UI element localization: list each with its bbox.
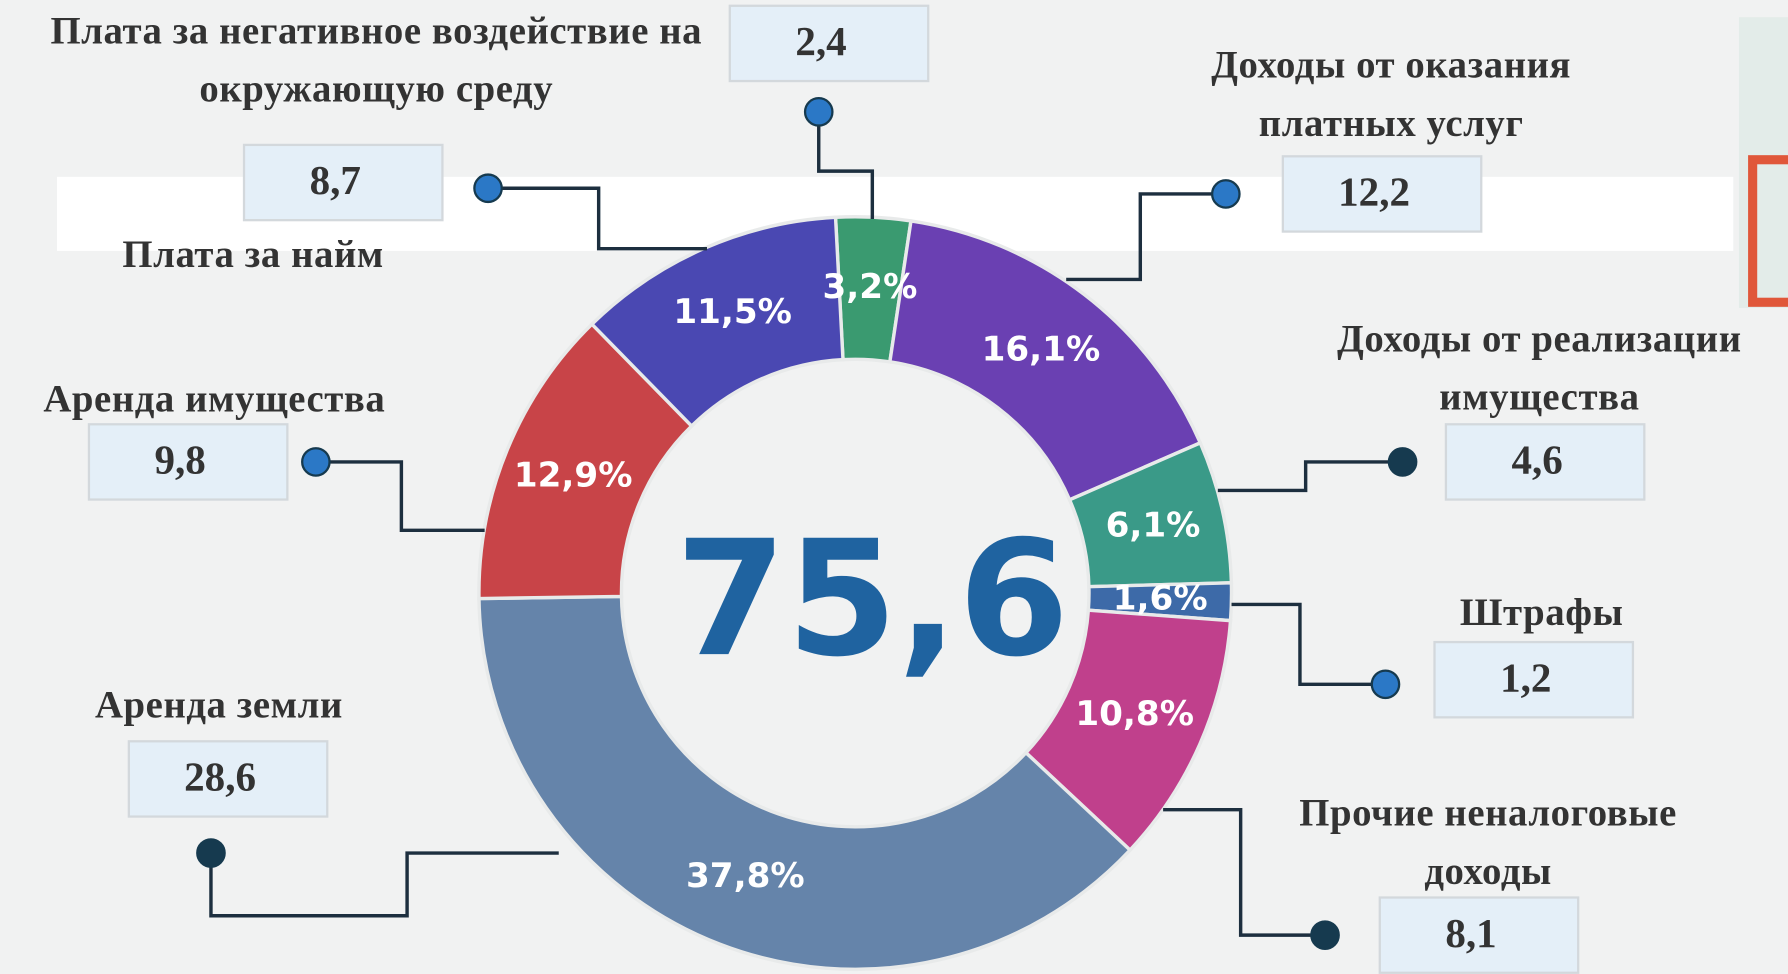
percent-label: 10,8% [1075, 694, 1194, 734]
percent-label: 1,6% [1113, 579, 1208, 619]
amount-label: 4,6 [1511, 437, 1562, 483]
connector-dot [1211, 179, 1241, 209]
amount-label: 28,6 [184, 754, 256, 800]
amount-box [1378, 896, 1580, 974]
decoration [1748, 155, 1788, 307]
connector-dot [1310, 920, 1340, 950]
category-label: Плата за негативное воздействие на окруж… [50, 10, 703, 111]
connector [817, 111, 875, 220]
category-name: Аренда имущества [43, 378, 386, 421]
category-name: Плата за найм [122, 233, 384, 277]
category-name: Плата за негативное воздействие на окруж… [50, 10, 703, 111]
amount-box [87, 423, 289, 501]
category-label: Штрафы [1459, 591, 1624, 635]
connector-dot [1387, 447, 1418, 477]
category-name: Доходы от оказания платных услуг [1211, 44, 1572, 145]
connector-dot [301, 447, 331, 477]
amount-label: 8,1 [1445, 910, 1496, 956]
amount-label: 9,8 [155, 437, 206, 483]
amount-label: 8,7 [310, 157, 361, 203]
slice [477, 594, 1133, 972]
category-label: Доходы от реализации имущества [1337, 318, 1742, 419]
amount-box [242, 143, 444, 222]
amount-box [127, 740, 329, 818]
amount-box [1281, 155, 1483, 233]
category-name: Прочие неналоговые доходы [1299, 792, 1677, 893]
slice [589, 215, 845, 429]
category-name: Штрафы [1459, 591, 1624, 635]
amount-label: 12,2 [1338, 169, 1410, 215]
connector [209, 851, 559, 918]
category-name: Доходы от реализации имущества [1337, 318, 1742, 419]
percent-label: 12,9% [514, 455, 633, 495]
category-label: Плата за найм [122, 233, 384, 277]
total: 75,6 [675, 506, 1069, 692]
connector [1163, 807, 1326, 937]
category-name: Аренда земли [94, 684, 343, 727]
category-label: Доходы от оказания платных услуг [1211, 44, 1572, 145]
connector-dot [803, 97, 834, 127]
amount-label: 1,2 [1500, 654, 1551, 700]
amount-label: 2,4 [795, 18, 846, 64]
category-label: Аренда имущества [43, 378, 386, 421]
percent-label: 11,5% [673, 292, 792, 332]
slice [887, 218, 1203, 503]
connector [1217, 460, 1403, 493]
connector [315, 460, 485, 533]
connector [488, 186, 707, 251]
connector [1066, 192, 1226, 282]
percent-label: 6,1% [1106, 505, 1201, 545]
category-label: Аренда земли [94, 684, 343, 727]
amount-box [728, 4, 930, 83]
connector-dot [196, 838, 226, 868]
connector [1231, 602, 1386, 686]
connector-dot [1370, 669, 1401, 700]
connector-dot [473, 173, 503, 204]
category-label: Прочие неналоговые доходы [1299, 792, 1677, 893]
percent-label: 16,1% [982, 330, 1101, 370]
amount-box [1433, 640, 1635, 719]
percent-label: 3,2% [823, 267, 918, 307]
percent-label: 37,8% [686, 856, 805, 896]
amount-box [1444, 423, 1646, 501]
